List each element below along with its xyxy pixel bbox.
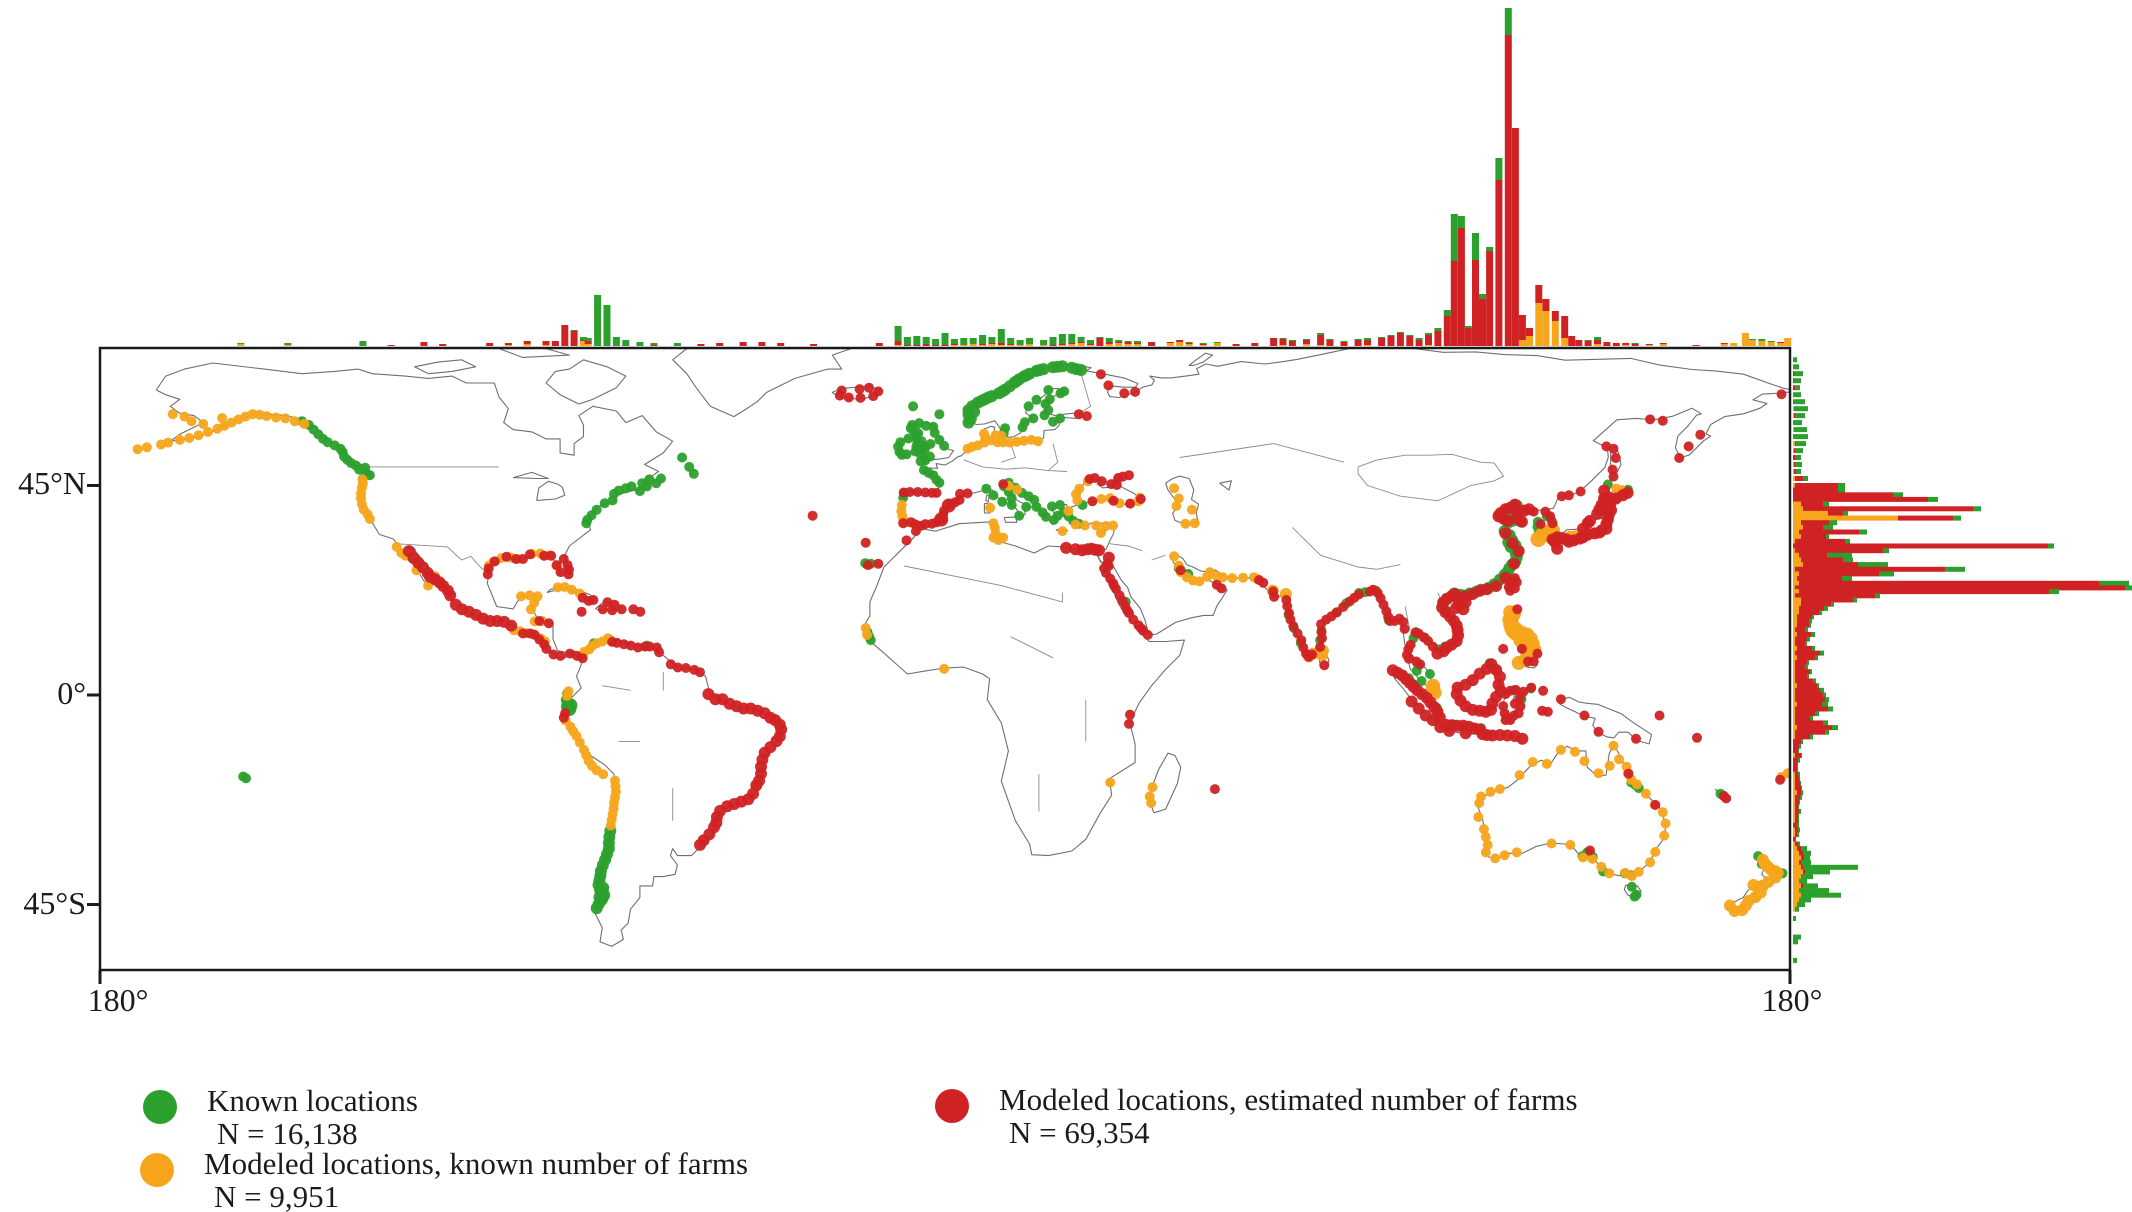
lat-tick-label-45s: 45°S [23,884,86,921]
modeled-estimated-dot-icon [935,1089,969,1123]
legend-label-modeled-known: Modeled locations, known number of farms [204,1146,749,1181]
lon-tick-label-east: 180° [1761,982,1823,1018]
modeled-known-dot-icon [140,1153,174,1187]
legend-count-modeled-estimated: N = 69,354 [1009,1115,1150,1150]
legend-count-known: N = 16,138 [217,1116,358,1151]
lat-tick-label-45n: 45°N [18,465,86,502]
lat-tick-label-0: 0° [57,675,86,711]
lon-tick-label-west: 180° [87,982,149,1018]
legend-label-known: Known locations [207,1083,418,1118]
legend-label-modeled-estimated: Modeled locations, estimated number of f… [999,1082,1578,1117]
legend-count-modeled-known: N = 9,951 [214,1179,340,1212]
known-locations-dot-icon [143,1090,177,1124]
